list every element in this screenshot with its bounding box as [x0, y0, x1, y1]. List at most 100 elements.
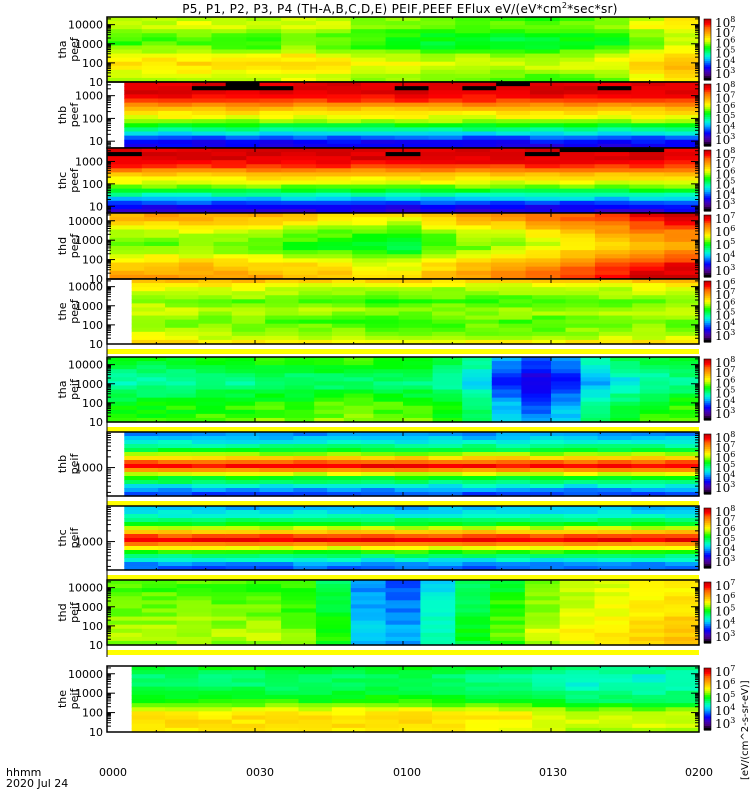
heatmap-cell — [394, 468, 430, 473]
heatmap-cell — [551, 373, 582, 378]
heatmap-cell — [532, 674, 567, 679]
heatmap-cell — [665, 307, 700, 313]
heatmap-cell — [331, 303, 366, 309]
heatmap-cell — [462, 119, 497, 124]
heatmap-cell — [259, 110, 294, 116]
heatmap-cell — [331, 287, 366, 292]
heatmap-cell — [551, 401, 582, 407]
heatmap-cell — [124, 94, 159, 100]
heatmap-cell — [420, 192, 456, 198]
heatmap-cell — [403, 409, 434, 415]
heatmap-cell — [225, 98, 261, 104]
heatmap-cell — [314, 409, 345, 415]
heatmap-cell — [315, 33, 352, 38]
heatmap-cell — [211, 640, 247, 646]
heatmap-cell — [669, 413, 700, 419]
heatmap-cell — [331, 283, 366, 288]
heatmap-cell — [107, 156, 143, 161]
heatmap-cell — [529, 123, 565, 128]
heatmap-cell — [665, 452, 700, 457]
heatmap-cell — [563, 139, 599, 145]
heatmap-cell — [432, 409, 463, 415]
heatmap-cell — [432, 690, 466, 696]
heatmap-cell — [525, 266, 561, 272]
heatmap-cell — [124, 464, 159, 469]
heatmap-cell — [178, 217, 215, 222]
heatmap-cell — [131, 283, 166, 288]
heatmap-cell — [455, 156, 491, 161]
heatmap-cell — [665, 546, 700, 551]
heatmap-cell — [265, 291, 300, 296]
y-tick-label: 100 — [82, 620, 103, 633]
heatmap-cell — [282, 233, 319, 239]
heatmap-cell — [565, 331, 600, 337]
heatmap-cell — [166, 413, 197, 419]
heatmap-cell — [360, 139, 396, 145]
heatmap-cell — [398, 682, 433, 688]
heatmap-cell — [462, 102, 497, 108]
heatmap-cell — [490, 580, 526, 585]
heatmap-cell — [420, 204, 456, 210]
heatmap-cell — [529, 464, 565, 469]
heatmap-cell — [298, 719, 333, 725]
heatmap-cell — [529, 526, 565, 531]
heatmap-cell — [141, 592, 178, 597]
heatmap-cell — [465, 287, 500, 292]
heatmap-cell — [165, 295, 200, 300]
heatmap-cell — [490, 196, 526, 202]
heatmap-cell — [158, 492, 193, 497]
heatmap-cell — [158, 440, 193, 445]
heatmap-cell — [490, 217, 527, 222]
heatmap-cell — [559, 584, 596, 589]
heatmap-cell — [386, 250, 423, 255]
heatmap-cell — [524, 61, 561, 67]
colorbar-segment — [704, 41, 711, 45]
heatmap-cell — [259, 139, 294, 145]
heatmap-cell — [551, 417, 582, 423]
heatmap-cell — [631, 123, 666, 128]
heatmap-cell — [629, 25, 665, 30]
heatmap-cell — [491, 401, 522, 407]
heatmap-cell — [124, 546, 159, 551]
heatmap-cell — [281, 168, 317, 173]
heatmap-cell — [394, 562, 430, 567]
heatmap-cell — [455, 188, 491, 194]
heatmap-cell — [524, 29, 561, 34]
heatmap-cell — [631, 554, 666, 559]
heatmap-cell — [327, 456, 362, 461]
colorbar-segment — [704, 368, 711, 372]
heatmap-cell — [398, 707, 433, 712]
heatmap-cell — [524, 592, 561, 597]
heatmap-cell — [496, 554, 531, 559]
heatmap-cell — [327, 546, 362, 551]
heatmap-cell — [421, 274, 457, 280]
heatmap-cell — [317, 266, 353, 272]
heatmap-cell — [141, 29, 178, 34]
heatmap-cell — [141, 180, 178, 186]
heatmap-cell — [532, 719, 567, 725]
heatmap-cell — [594, 25, 630, 30]
heatmap-cell — [560, 237, 596, 243]
heatmap-cell — [176, 33, 213, 38]
heatmap-cell — [265, 670, 300, 675]
heatmap-cell — [293, 115, 328, 120]
heatmap-cell — [524, 580, 561, 585]
colorbar-segment — [704, 475, 711, 478]
heatmap-cell — [225, 468, 261, 473]
heatmap-cell — [315, 160, 352, 165]
heatmap-cell — [331, 686, 366, 692]
heatmap-cell — [665, 727, 700, 733]
heatmap-cell — [428, 488, 463, 493]
heatmap-cell — [598, 299, 633, 304]
heatmap-cell — [394, 506, 430, 511]
heatmap-cell — [465, 678, 500, 684]
colorbar-segment — [704, 416, 711, 419]
heatmap-cell — [284, 409, 315, 415]
heatmap-cell — [350, 200, 387, 206]
heatmap-cell — [455, 624, 491, 630]
heatmap-cell — [394, 514, 430, 519]
heatmap-cell — [141, 184, 178, 190]
heatmap-cell — [498, 327, 533, 333]
heatmap-cell — [597, 480, 632, 485]
colorbar-segment — [704, 124, 711, 128]
